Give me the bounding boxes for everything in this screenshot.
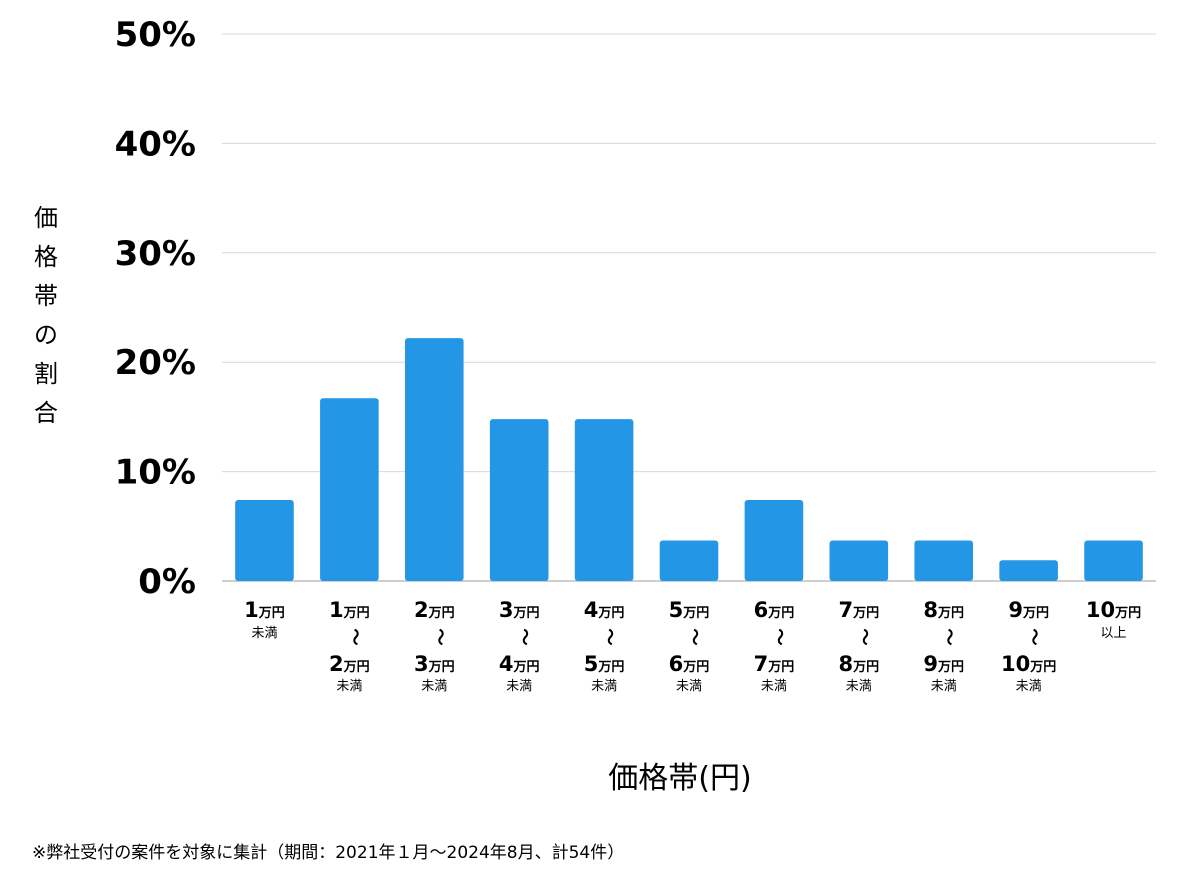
range-wave: 〜: [1024, 629, 1044, 646]
x-tick-note: 未満: [761, 679, 787, 694]
bar: [574, 419, 634, 581]
x-tick-note: 未満: [591, 679, 617, 694]
y-tick-label: 10%: [115, 453, 196, 493]
x-tick-label: 8万円: [923, 598, 964, 622]
x-tick-label: 2万円: [414, 598, 455, 622]
range-wave: 〜: [344, 629, 364, 646]
x-tick-note: 未満: [846, 679, 872, 694]
x-tick-label: 7万円: [754, 652, 795, 676]
x-tick-note: 未満: [931, 679, 957, 694]
y-tick-label: 40%: [115, 124, 196, 164]
x-tick-label: 3万円: [499, 598, 540, 622]
x-tick-note: 未満: [506, 679, 532, 694]
bar: [320, 398, 379, 581]
bar: [744, 500, 804, 581]
x-tick-label: 6万円: [754, 598, 795, 622]
range-wave: 〜: [854, 629, 874, 646]
y-tick-label: 50%: [115, 15, 196, 55]
x-tick-label: 6万円: [669, 652, 710, 676]
y-tick-label: 0%: [138, 562, 196, 602]
range-wave: 〜: [684, 629, 704, 646]
y-axis-ticks: 0% 10% 20% 30% 40% 50%: [115, 15, 196, 602]
x-tick-label: 9万円: [1008, 598, 1049, 622]
range-wave: 〜: [599, 629, 619, 646]
footnote: ※弊社受付の案件を対象に集計（期間：2021年１月〜2024年8月、計54件）: [32, 843, 624, 863]
x-axis-categories: 1万円未満1万円〜2万円未満2万円〜3万円未満3万円〜4万円未満4万円〜5万円未…: [244, 598, 1141, 694]
bars: [235, 338, 1143, 581]
bar: [489, 419, 549, 581]
x-tick-note: 未満: [421, 679, 447, 694]
x-tick-label: 1万円: [244, 598, 285, 622]
x-tick-label: 2万円: [329, 652, 370, 676]
bar: [829, 540, 889, 581]
x-tick-note: 未満: [251, 626, 277, 641]
y-tick-label: 20%: [115, 343, 196, 383]
bar: [914, 540, 974, 581]
x-tick-label: 7万円: [838, 598, 879, 622]
bar: [235, 500, 294, 581]
range-wave: 〜: [429, 629, 449, 646]
x-axis-label: 価格帯(円): [608, 761, 751, 796]
x-tick-note: 未満: [1016, 679, 1042, 694]
x-tick-label: 10万円: [1001, 652, 1056, 676]
x-tick-label: 5万円: [669, 598, 710, 622]
x-tick-note: 未満: [336, 679, 362, 694]
y-tick-label: 30%: [115, 234, 196, 274]
range-wave: 〜: [769, 629, 789, 646]
x-tick-label: 9万円: [923, 652, 964, 676]
x-tick-label: 4万円: [584, 598, 625, 622]
range-wave: 〜: [514, 629, 534, 646]
bar: [1084, 540, 1143, 581]
bar: [659, 540, 719, 581]
y-axis-label-text: 価格帯の割合: [34, 204, 58, 427]
bar: [404, 338, 464, 581]
x-tick-label: 10万円: [1086, 598, 1141, 622]
x-tick-label: 4万円: [499, 652, 540, 676]
y-axis-label: 価格帯の割合: [34, 204, 58, 427]
x-tick-label: 1万円: [329, 598, 370, 622]
x-tick-label: 3万円: [414, 652, 455, 676]
x-tick-label: 5万円: [584, 652, 625, 676]
range-wave: 〜: [939, 629, 959, 646]
x-tick-note: 未満: [676, 679, 702, 694]
bar: [999, 560, 1058, 581]
x-tick-label: 8万円: [838, 652, 879, 676]
x-tick-note: 以上: [1101, 626, 1127, 641]
